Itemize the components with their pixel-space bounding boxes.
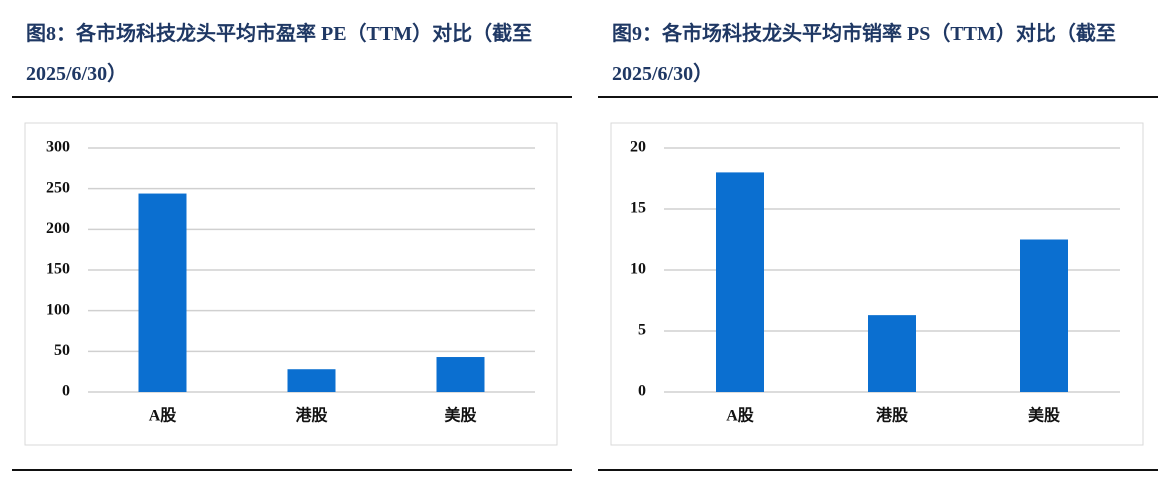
chart-frame (24, 122, 558, 446)
x-tick-label: A股 (726, 407, 755, 425)
chart-panel: 图8：各市场科技龙头平均市盈率 PE（TTM）对比（截至 2025/6/30） 0… (12, 0, 584, 482)
x-tick-label: A股 (149, 407, 178, 425)
x-tick-label: 港股 (295, 406, 328, 425)
y-tick-label: 5 (638, 322, 646, 339)
chart-panel: 图9：各市场科技龙头平均市销率 PS（TTM）对比（截至 2025/6/30） 0… (598, 0, 1170, 482)
y-tick-label: 10 (630, 261, 646, 278)
x-tick-label: 美股 (444, 406, 477, 425)
chart-title: 图8：各市场科技龙头平均市盈率 PE（TTM）对比（截至 2025/6/30） (26, 23, 533, 85)
y-tick-label: 50 (54, 342, 70, 359)
y-tick-label: 200 (46, 220, 70, 237)
bar (287, 369, 336, 392)
bar (138, 193, 187, 392)
chart: 0 50 100 150 200 250 300 A股 港股 美股 (24, 122, 558, 446)
bottom-rule (598, 469, 1158, 471)
y-tick-label: 0 (62, 383, 70, 400)
chart-title: 图9：各市场科技龙头平均市销率 PS（TTM）对比（截至 2025/6/30） (612, 23, 1116, 85)
bottom-rule (12, 469, 572, 471)
title-rule (598, 96, 1158, 98)
y-tick-label: 150 (46, 261, 70, 278)
y-tick-label: 300 (46, 139, 70, 156)
y-tick-label: 0 (638, 383, 646, 400)
y-tick-label: 20 (630, 139, 646, 156)
bar (868, 315, 916, 392)
bar (436, 357, 485, 392)
x-tick-label: 美股 (1028, 406, 1061, 425)
y-tick-label: 15 (630, 200, 646, 217)
title-rule (12, 96, 572, 98)
bar (716, 172, 764, 392)
chart-frame (610, 122, 1144, 446)
chart: 0 5 10 15 20 A股 港股 美股 (610, 122, 1144, 446)
x-tick-label: 港股 (876, 406, 909, 425)
y-tick-label: 100 (46, 301, 70, 318)
bar (1020, 239, 1068, 392)
y-tick-label: 250 (46, 179, 70, 196)
